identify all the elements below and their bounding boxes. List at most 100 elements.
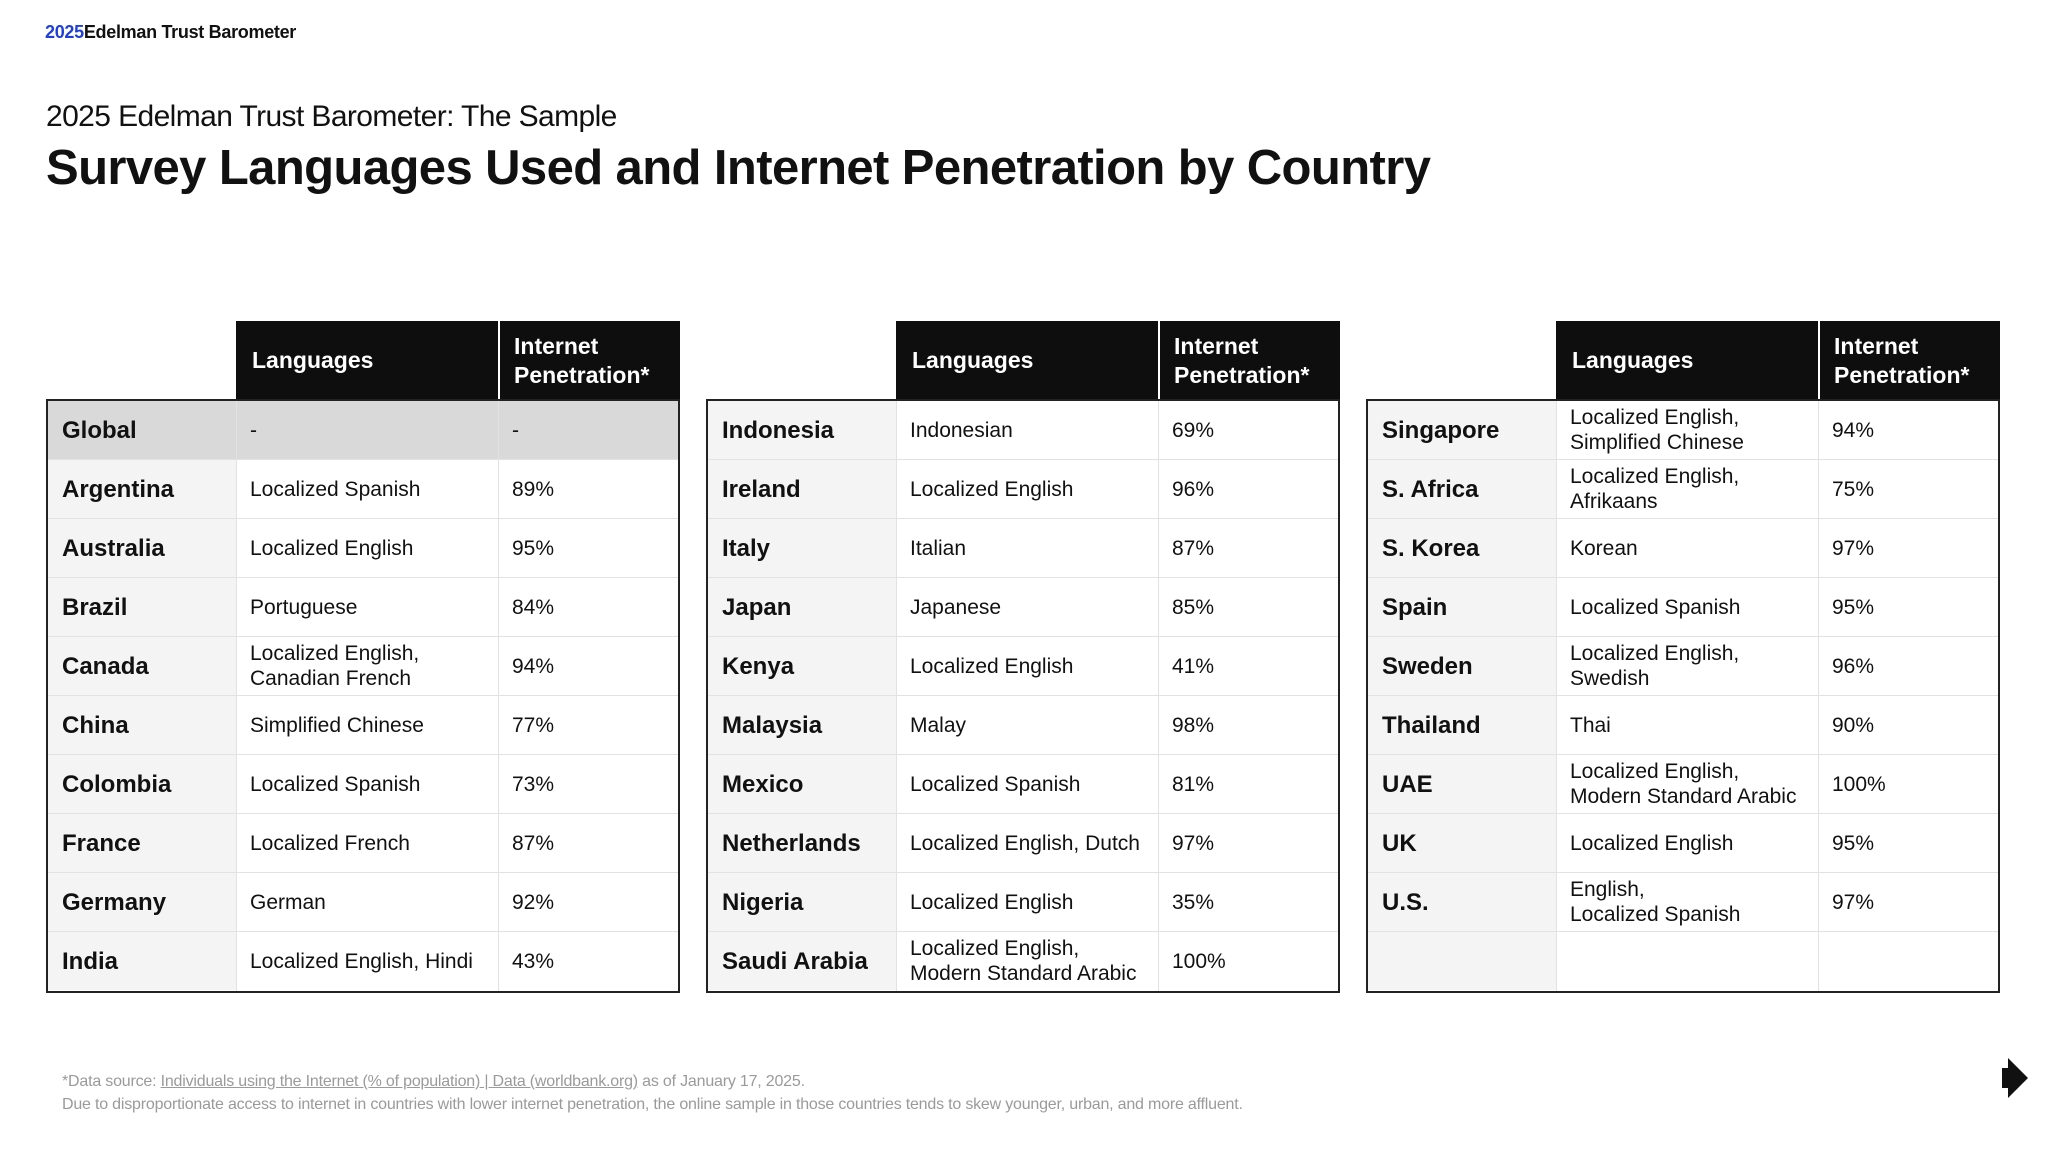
penetration-cell: 97%	[1832, 890, 1875, 914]
penetration-cell: 92%	[512, 890, 555, 914]
penetration-cell: 77%	[512, 713, 555, 737]
next-arrow-icon[interactable]	[1988, 1056, 2030, 1098]
table-row: Indonesia Indonesian 69%	[708, 401, 1338, 460]
language-line-1: Localized English, Dutch	[910, 831, 1140, 855]
table-row: Sweden Localized English, Swedish 96%	[1368, 637, 1998, 696]
languages-cell: Indonesian	[896, 401, 1158, 459]
table-row: China Simplified Chinese 77%	[48, 696, 678, 755]
table-row: U.S. English, Localized Spanish 97%	[1368, 873, 1998, 932]
languages-cell: Localized English	[236, 519, 498, 577]
language-line-1: Localized English,	[1570, 406, 1740, 429]
page-title: Survey Languages Used and Internet Penet…	[46, 141, 1431, 195]
language-line-1: Localized English	[910, 477, 1074, 501]
languages-cell: Thai	[1556, 696, 1818, 754]
table-row: Brazil Portuguese 84%	[48, 578, 678, 637]
languages-cell: Localized English	[896, 637, 1158, 695]
page-subtitle: 2025 Edelman Trust Barometer: The Sample	[46, 100, 617, 133]
brand-logo: 2025Edelman Trust Barometer	[45, 22, 296, 43]
penetration-cell: 75%	[1832, 477, 1875, 501]
penetration-cell: 43%	[512, 949, 555, 973]
header-penetration-line-2: Penetration*	[1174, 361, 1310, 388]
table-row: Italy Italian 87%	[708, 519, 1338, 578]
header-languages: Languages	[912, 347, 1034, 373]
penetration-cell: 87%	[512, 831, 555, 855]
header-languages: Languages	[1572, 347, 1694, 373]
country-name: Thailand	[1368, 696, 1556, 754]
country-name: Indonesia	[708, 401, 896, 459]
data-source-link[interactable]: Individuals using the Internet (% of pop…	[160, 1073, 639, 1090]
penetration-cell: 94%	[1832, 418, 1875, 442]
language-line-1: English,	[1570, 878, 1645, 901]
languages-cell: Localized English, Modern Standard Arabic	[1556, 755, 1818, 813]
country-name: Spain	[1368, 578, 1556, 636]
penetration-cell: 84%	[512, 595, 555, 619]
languages-cell: Localized French	[236, 814, 498, 872]
brand-year: 2025	[45, 22, 84, 42]
language-line-1: Localized French	[250, 831, 410, 855]
penetration-cell: 95%	[1832, 595, 1875, 619]
column-divider	[236, 401, 237, 991]
country-name: Australia	[48, 519, 236, 577]
languages-cell: Japanese	[896, 578, 1158, 636]
table-row: Singapore Localized English, Simplified Ch…	[1368, 401, 1998, 460]
table-row: Nigeria Localized English 35%	[708, 873, 1338, 932]
language-line-2: Afrikaans	[1570, 490, 1658, 513]
table-row: France Localized French 87%	[48, 814, 678, 873]
language-line-1: Localized English,	[1570, 642, 1740, 665]
languages-cell: Localized English	[896, 873, 1158, 931]
language-line-1: Portuguese	[250, 595, 358, 619]
header-languages: Languages	[252, 347, 374, 373]
penetration-cell: 94%	[512, 654, 555, 678]
table-row: Argentina Localized Spanish 89%	[48, 460, 678, 519]
penetration-cell: 81%	[1172, 772, 1215, 796]
country-name: Nigeria	[708, 873, 896, 931]
language-line-1: Thai	[1570, 713, 1611, 737]
language-line-2: Canadian French	[250, 667, 412, 690]
language-line-1: Localized Spanish	[250, 772, 421, 796]
language-line-1: Localized English, Hindi	[250, 949, 473, 973]
table-row: Ireland Localized English 96%	[708, 460, 1338, 519]
penetration-cell: 87%	[1172, 536, 1215, 560]
language-line-2: Modern Standard Arabic	[910, 962, 1137, 985]
table-body: Singapore Localized English, Simplified Ch…	[1366, 399, 2000, 993]
penetration-cell: 100%	[1832, 772, 1886, 796]
languages-cell: Localized Spanish	[1556, 578, 1818, 636]
penetration-cell: 90%	[1832, 713, 1875, 737]
column-divider	[1158, 401, 1159, 991]
languages-cell: Simplified Chinese	[236, 696, 498, 754]
country-name: Japan	[708, 578, 896, 636]
country-name: U.S.	[1368, 873, 1556, 931]
country-name: France	[48, 814, 236, 872]
language-line-1: Japanese	[910, 595, 1002, 619]
language-line-1: Localized English,	[250, 642, 420, 665]
languages-cell: Localized English	[896, 460, 1158, 518]
country-name: Germany	[48, 873, 236, 931]
language-line-2: Simplified Chinese	[1570, 431, 1744, 454]
penetration-cell: 95%	[1832, 831, 1875, 855]
language-line-2: Localized Spanish	[1570, 903, 1741, 926]
table-body: Indonesia Indonesian 69% Ireland Localized E…	[706, 399, 1340, 993]
language-line-1: Italian	[910, 536, 967, 560]
languages-cell: Localized English, Afrikaans	[1556, 460, 1818, 518]
languages-cell: Korean	[1556, 519, 1818, 577]
country-name: Sweden	[1368, 637, 1556, 695]
country-name: Global	[48, 401, 236, 459]
country-name: UK	[1368, 814, 1556, 872]
header-internet-penetration: Internet Penetration*	[1158, 321, 1340, 400]
table-row: UK Localized English 95%	[1368, 814, 1998, 873]
footnote: *Data source: Individuals using the Inte…	[62, 1070, 1243, 1116]
languages-cell: Localized Spanish	[236, 460, 498, 518]
country-name: Italy	[708, 519, 896, 577]
column-divider	[498, 401, 499, 991]
language-line-1: Localized English	[1570, 831, 1734, 855]
footnote-prefix: *Data source:	[62, 1073, 161, 1090]
language-line-1: Localized English	[910, 654, 1074, 678]
table-row: Thailand Thai 90%	[1368, 696, 1998, 755]
language-line-1: Localized English	[910, 890, 1074, 914]
language-line-1: Localized English,	[1570, 760, 1740, 783]
table-row: Malaysia Malay 98%	[708, 696, 1338, 755]
table-row: UAE Localized English, Modern Standard Ara…	[1368, 755, 1998, 814]
penetration-cell: 96%	[1172, 477, 1215, 501]
language-line-1: Localized Spanish	[1570, 595, 1741, 619]
penetration-cell: 98%	[1172, 713, 1215, 737]
